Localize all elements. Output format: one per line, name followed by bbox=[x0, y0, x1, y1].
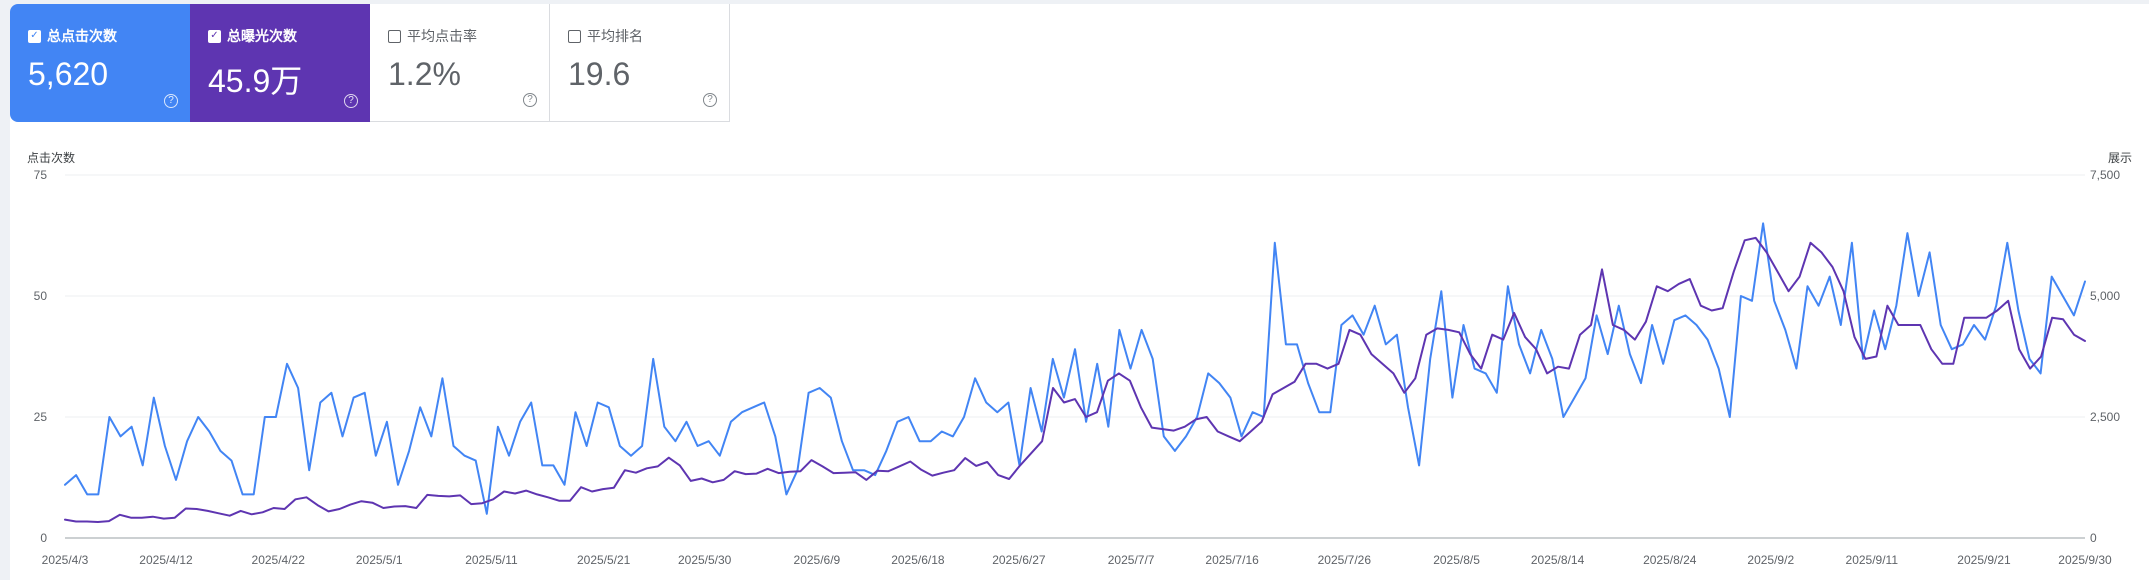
x-tick-label: 2025/8/5 bbox=[1433, 553, 1480, 567]
metric-card-header: 平均点击率 bbox=[388, 26, 549, 46]
x-tick-label: 2025/7/7 bbox=[1108, 553, 1155, 567]
x-tick-label: 2025/6/9 bbox=[794, 553, 841, 567]
check-icon[interactable]: ✓ bbox=[208, 29, 221, 43]
help-circle-icon[interactable]: ? bbox=[344, 94, 358, 108]
checkbox-empty-icon[interactable] bbox=[568, 29, 581, 43]
y-left-tick-label: 25 bbox=[34, 410, 48, 424]
x-tick-label: 2025/5/11 bbox=[465, 553, 518, 567]
help-circle-icon[interactable]: ? bbox=[523, 93, 537, 107]
y-right-tick-label: 7,500 bbox=[2090, 168, 2120, 182]
metric-card-clicks[interactable]: ✓ 总点击次数 5,620 ? bbox=[10, 4, 190, 122]
metric-card-ctr[interactable]: 平均点击率 1.2% ? bbox=[370, 4, 550, 122]
x-tick-label: 2025/9/2 bbox=[1747, 553, 1794, 567]
metric-value: 19.6 bbox=[568, 56, 631, 92]
metric-label: 总点击次数 bbox=[47, 28, 117, 44]
series-line-clicks bbox=[64, 222, 2086, 515]
metric-value: 1.2% bbox=[388, 56, 461, 92]
metric-value: 5,620 bbox=[28, 56, 109, 92]
x-tick-label: 2025/4/12 bbox=[139, 553, 193, 567]
x-tick-label: 2025/9/30 bbox=[2058, 553, 2112, 567]
help-circle-icon[interactable]: ? bbox=[164, 94, 178, 108]
x-tick-label: 2025/4/22 bbox=[252, 553, 306, 567]
x-tick-label: 2025/8/14 bbox=[1531, 553, 1585, 567]
help-circle-icon[interactable]: ? bbox=[703, 93, 717, 107]
metric-label: 平均排名 bbox=[587, 28, 643, 44]
x-tick-label: 2025/9/11 bbox=[1846, 553, 1899, 567]
checkbox-empty-icon[interactable] bbox=[388, 29, 401, 43]
metric-value: 45.9万 bbox=[208, 63, 303, 99]
x-tick-label: 2025/6/18 bbox=[891, 553, 945, 567]
metric-label: 平均点击率 bbox=[407, 28, 477, 44]
metric-card-position[interactable]: 平均排名 19.6 ? bbox=[550, 4, 730, 122]
metric-label: 总曝光次数 bbox=[227, 28, 297, 44]
y-right-tick-label: 2,500 bbox=[2090, 410, 2120, 424]
x-tick-label: 2025/5/1 bbox=[356, 553, 403, 567]
metric-card-header: ✓ 总曝光次数 bbox=[208, 26, 370, 46]
y-left-tick-label: 0 bbox=[40, 531, 47, 545]
metric-cards: ✓ 总点击次数 5,620 ? ✓ 总曝光次数 45.9万 ? 平均点击率 1.… bbox=[10, 4, 730, 124]
x-tick-label: 2025/7/16 bbox=[1205, 553, 1259, 567]
y-right-tick-label: 0 bbox=[2090, 531, 2097, 545]
y-left-tick-label: 75 bbox=[34, 168, 48, 182]
metric-card-impressions[interactable]: ✓ 总曝光次数 45.9万 ? bbox=[190, 4, 370, 122]
series-line-impressions bbox=[64, 236, 2086, 523]
check-icon[interactable]: ✓ bbox=[28, 29, 41, 43]
x-tick-label: 2025/6/27 bbox=[992, 553, 1046, 567]
metric-card-header: 平均排名 bbox=[568, 26, 729, 46]
x-tick-label: 2025/5/30 bbox=[678, 553, 732, 567]
y-left-tick-label: 50 bbox=[34, 289, 48, 303]
y-right-tick-label: 5,000 bbox=[2090, 289, 2120, 303]
y-right-axis-title: 展示 bbox=[2108, 151, 2132, 165]
performance-panel: ✓ 总点击次数 5,620 ? ✓ 总曝光次数 45.9万 ? 平均点击率 1.… bbox=[10, 4, 2149, 580]
x-tick-label: 2025/8/24 bbox=[1643, 553, 1697, 567]
x-tick-label: 2025/7/26 bbox=[1318, 553, 1372, 567]
x-tick-label: 2025/4/3 bbox=[42, 553, 89, 567]
x-tick-label: 2025/9/21 bbox=[1957, 553, 2011, 567]
metric-card-header: ✓ 总点击次数 bbox=[28, 26, 190, 46]
y-left-axis-title: 点击次数 bbox=[27, 150, 75, 165]
x-tick-label: 2025/5/21 bbox=[577, 553, 631, 567]
